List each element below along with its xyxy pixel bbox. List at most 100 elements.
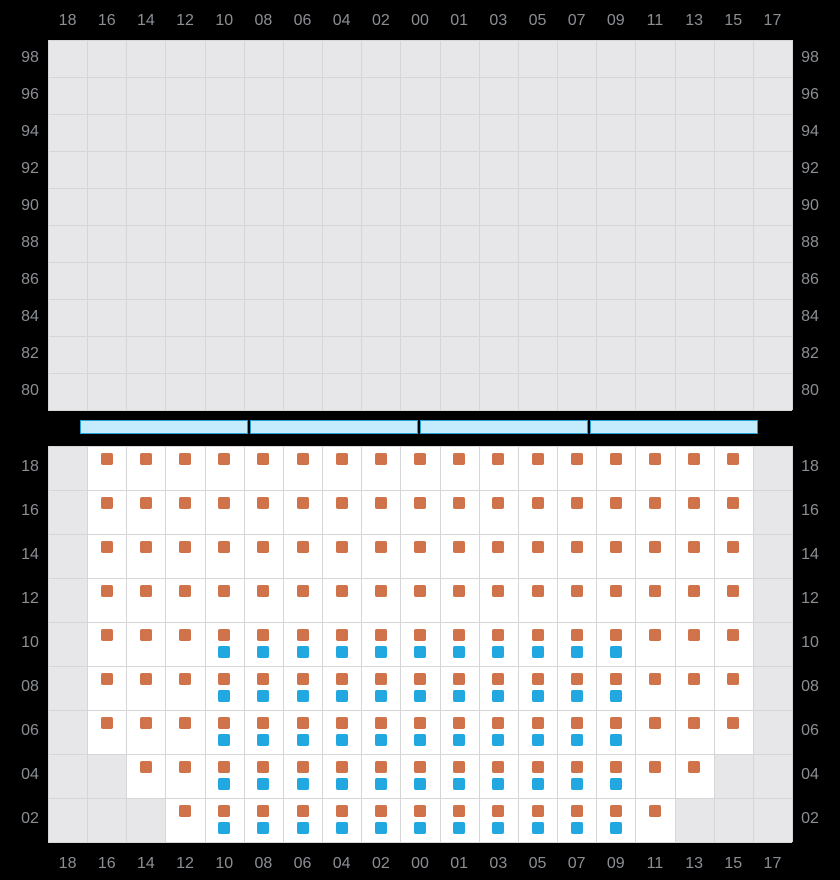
seat-orange[interactable] [101,673,113,685]
seat-orange[interactable] [101,541,113,553]
seat-orange[interactable] [414,673,426,685]
seat-blue[interactable] [218,822,230,834]
seat-orange[interactable] [375,541,387,553]
seat-orange[interactable] [257,673,269,685]
seat-orange[interactable] [218,541,230,553]
seat-orange[interactable] [218,805,230,817]
seat-blue[interactable] [532,734,544,746]
seat-orange[interactable] [532,761,544,773]
seat-blue[interactable] [610,690,622,702]
seat-orange[interactable] [610,629,622,641]
seat-orange[interactable] [375,585,387,597]
seat-blue[interactable] [257,822,269,834]
seat-orange[interactable] [688,629,700,641]
seat-orange[interactable] [375,717,387,729]
seat-orange[interactable] [257,629,269,641]
seat-orange[interactable] [571,805,583,817]
seat-orange[interactable] [414,453,426,465]
seat-orange[interactable] [375,629,387,641]
seat-blue[interactable] [571,778,583,790]
seat-orange[interactable] [414,761,426,773]
seat-orange[interactable] [492,541,504,553]
seat-orange[interactable] [101,497,113,509]
seat-orange[interactable] [492,629,504,641]
seat-blue[interactable] [257,646,269,658]
seat-blue[interactable] [297,778,309,790]
seat-orange[interactable] [453,585,465,597]
seat-orange[interactable] [140,497,152,509]
seat-blue[interactable] [453,690,465,702]
seat-blue[interactable] [336,822,348,834]
seat-blue[interactable] [375,690,387,702]
seat-orange[interactable] [375,761,387,773]
seat-blue[interactable] [218,646,230,658]
seat-orange[interactable] [140,673,152,685]
seat-orange[interactable] [571,541,583,553]
seat-blue[interactable] [610,822,622,834]
seat-blue[interactable] [571,646,583,658]
seat-orange[interactable] [453,673,465,685]
seat-orange[interactable] [336,673,348,685]
seat-orange[interactable] [688,585,700,597]
seat-orange[interactable] [688,717,700,729]
seat-orange[interactable] [727,585,739,597]
seat-orange[interactable] [532,805,544,817]
seat-orange[interactable] [532,541,544,553]
seat-orange[interactable] [571,629,583,641]
seat-blue[interactable] [375,778,387,790]
seat-blue[interactable] [610,734,622,746]
seat-blue[interactable] [414,822,426,834]
seat-blue[interactable] [414,778,426,790]
seat-orange[interactable] [571,453,583,465]
seat-blue[interactable] [336,734,348,746]
seat-orange[interactable] [532,497,544,509]
seat-orange[interactable] [179,629,191,641]
seat-orange[interactable] [571,761,583,773]
seat-orange[interactable] [375,453,387,465]
seat-orange[interactable] [688,453,700,465]
seat-blue[interactable] [297,734,309,746]
seat-orange[interactable] [336,717,348,729]
seat-orange[interactable] [257,805,269,817]
seat-blue[interactable] [218,778,230,790]
seat-orange[interactable] [453,717,465,729]
seat-blue[interactable] [297,822,309,834]
seat-blue[interactable] [532,690,544,702]
seat-orange[interactable] [179,585,191,597]
seat-orange[interactable] [297,673,309,685]
seat-blue[interactable] [297,646,309,658]
seat-orange[interactable] [492,453,504,465]
seat-blue[interactable] [218,690,230,702]
seat-orange[interactable] [179,761,191,773]
seat-orange[interactable] [571,585,583,597]
seat-orange[interactable] [101,585,113,597]
seat-orange[interactable] [649,717,661,729]
seat-orange[interactable] [414,805,426,817]
seat-orange[interactable] [179,717,191,729]
seat-orange[interactable] [140,453,152,465]
seat-blue[interactable] [336,646,348,658]
seat-orange[interactable] [610,673,622,685]
seat-orange[interactable] [571,497,583,509]
seat-orange[interactable] [375,673,387,685]
seat-orange[interactable] [610,453,622,465]
seat-orange[interactable] [492,805,504,817]
seat-orange[interactable] [101,629,113,641]
seat-blue[interactable] [336,778,348,790]
seat-orange[interactable] [727,541,739,553]
seat-orange[interactable] [492,761,504,773]
seat-orange[interactable] [140,541,152,553]
seat-orange[interactable] [414,585,426,597]
seat-blue[interactable] [610,778,622,790]
seat-orange[interactable] [453,453,465,465]
seat-orange[interactable] [179,805,191,817]
seat-orange[interactable] [727,629,739,641]
seat-orange[interactable] [610,497,622,509]
seat-orange[interactable] [610,717,622,729]
seat-orange[interactable] [727,453,739,465]
seat-blue[interactable] [532,646,544,658]
seat-orange[interactable] [649,761,661,773]
seat-orange[interactable] [218,717,230,729]
seat-orange[interactable] [571,717,583,729]
seat-blue[interactable] [257,778,269,790]
